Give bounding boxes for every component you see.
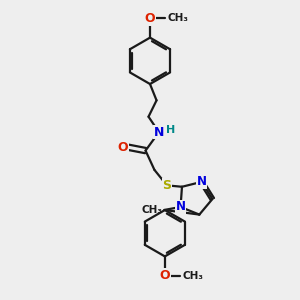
Text: S: S <box>162 179 171 192</box>
Text: N: N <box>196 176 207 188</box>
Text: H: H <box>166 125 176 135</box>
Text: N: N <box>176 200 186 214</box>
Text: CH₃: CH₃ <box>142 205 163 215</box>
Text: O: O <box>145 12 155 25</box>
Text: N: N <box>154 126 164 139</box>
Text: O: O <box>160 269 170 282</box>
Text: CH₃: CH₃ <box>183 271 204 281</box>
Text: O: O <box>117 140 128 154</box>
Text: CH₃: CH₃ <box>168 13 189 23</box>
